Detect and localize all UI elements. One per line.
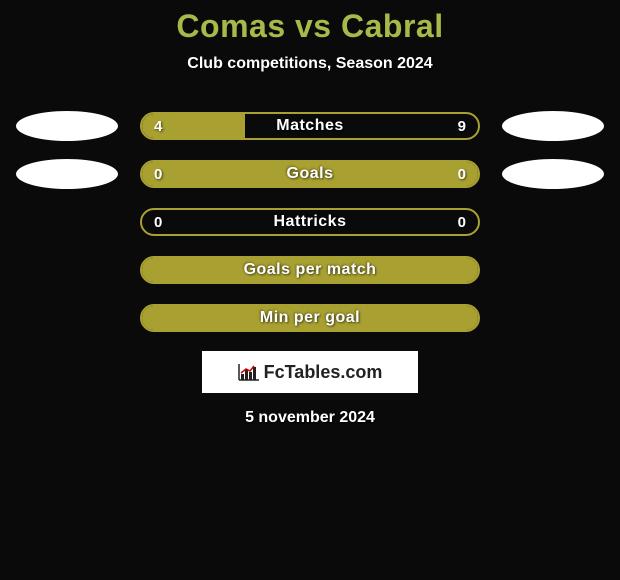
stat-bar: Min per goal (140, 304, 480, 332)
stat-bar: 00Goals (140, 160, 480, 188)
stat-row: 00Goals (0, 159, 620, 189)
comparison-card: Comas vs Cabral Club competitions, Seaso… (0, 0, 620, 427)
stat-label: Min per goal (142, 306, 478, 330)
stat-bar: 00Hattricks (140, 208, 480, 236)
player2-badge (502, 159, 604, 189)
player1-name: Comas (176, 8, 285, 44)
stat-row: Goals per match (0, 255, 620, 285)
player2-name: Cabral (341, 8, 444, 44)
stat-row: 00Hattricks (0, 207, 620, 237)
stat-label: Goals (142, 162, 478, 186)
stat-label: Matches (142, 114, 478, 138)
stat-rows: 49Matches 00Goals 00Hattricks Goals per mat… (0, 111, 620, 333)
player2-badge (502, 111, 604, 141)
logo-box: FcTables.com (202, 351, 418, 393)
player1-badge (16, 111, 118, 141)
stat-row: 49Matches (0, 111, 620, 141)
subtitle: Club competitions, Season 2024 (0, 55, 620, 73)
bar-chart-icon (238, 363, 260, 381)
page-title: Comas vs Cabral (0, 8, 620, 45)
stat-bar: 49Matches (140, 112, 480, 140)
stat-label: Hattricks (142, 210, 478, 234)
stat-bar: Goals per match (140, 256, 480, 284)
stat-row: Min per goal (0, 303, 620, 333)
vs-label: vs (295, 8, 332, 44)
date-label: 5 november 2024 (0, 409, 620, 427)
stat-label: Goals per match (142, 258, 478, 282)
player1-badge (16, 159, 118, 189)
logo-text: FcTables.com (264, 362, 383, 383)
